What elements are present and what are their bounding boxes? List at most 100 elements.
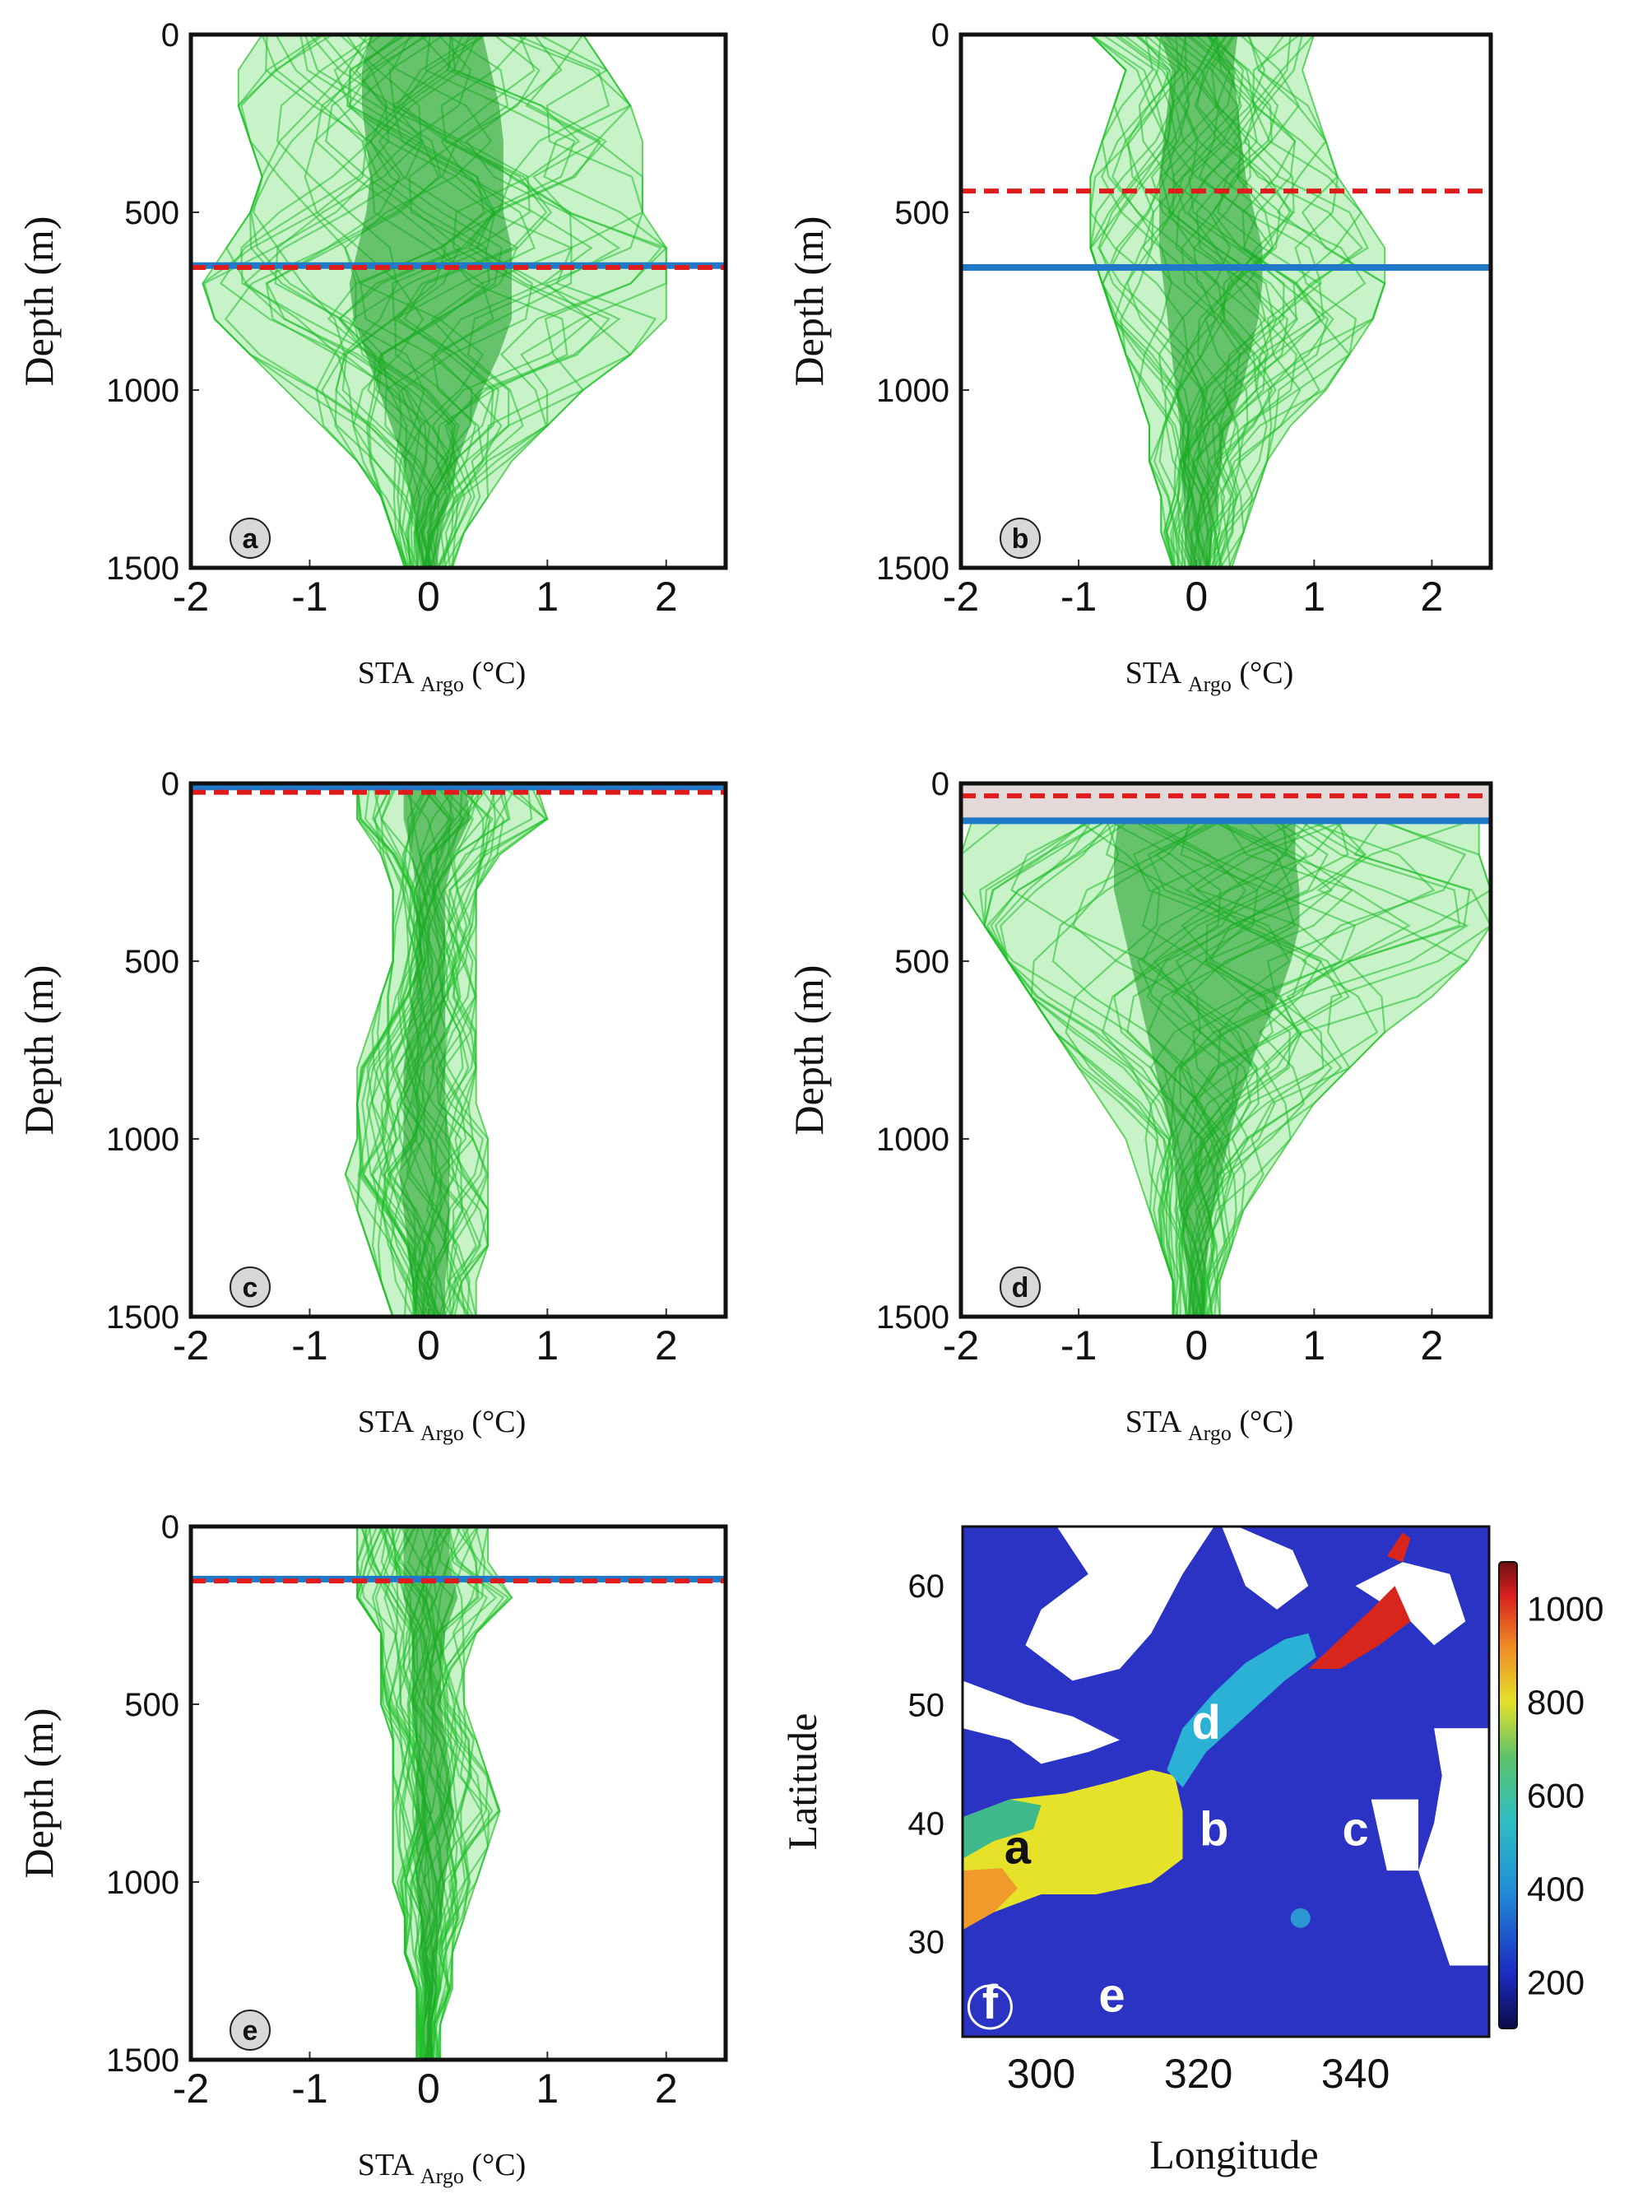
plot-frame [188,1524,728,2062]
profile-line [433,1526,486,2061]
panel-badge-label: d [1012,1272,1029,1304]
profile-line [420,34,593,569]
y-tick-label: 0 [161,17,179,53]
panel-b: Depth (m) 0 500 1000 1500-2 -1 0 1 2 STA Argo (°C… [786,17,1493,696]
y-axis-label: Depth (m) [16,1708,62,1879]
y-tick-label: 50 [908,1687,945,1723]
x-tick-label: -2 [943,574,979,620]
y-axis-label: Depth (m) [786,216,832,387]
profile-line [443,34,657,569]
colorbar-tick-label: 200 [1527,1963,1585,2001]
region-label-a: a [1005,1820,1032,1874]
x-tick-label: 2 [655,574,678,620]
profile-line [1208,34,1367,569]
profile-line [434,783,485,1317]
anomaly-green-edge [963,1799,1042,1859]
land-british-isles [1355,1562,1466,1646]
y-tick-label: 0 [161,1509,179,1545]
y-tick-label: 40 [908,1805,945,1842]
map-area [963,1527,1489,2037]
y-axis-label: Depth (m) [16,216,62,387]
x-tick-label: -1 [291,2066,327,2112]
profile-line [1207,818,1492,1317]
profile-line [426,1526,498,2061]
profile-line [959,818,1174,1317]
x-tick-label: 1 [1302,1322,1325,1369]
profile-core [1159,35,1263,568]
profile-line [983,818,1175,1317]
x-tick-label: 2 [655,1322,678,1369]
panel-badge-label: c [243,1272,258,1304]
x-axis-label: Longitude [1149,2131,1319,2177]
anomaly-cyan-spot [1290,1908,1311,1928]
y-tick-label: 1500 [106,1299,179,1336]
x-tick-label: 2 [655,2066,678,2112]
x-tick-label: 1 [1302,574,1325,620]
profile-core [403,1527,458,2060]
x-tick-label: 2 [1421,574,1444,620]
profile-line [1204,34,1325,569]
x-tick-label: 1 [536,1322,559,1369]
land-iberia [1371,1799,1418,1871]
profile-line [1205,818,1471,1317]
y-tick-label: 0 [161,766,179,802]
y-tick-label: 1500 [106,2042,179,2079]
panel-a: Depth (m) 0 500 1000 1500-2 -1 0 1 2 STA Argo (°C… [16,17,728,696]
land-greenland-tip [1222,1527,1309,1610]
profile-line [1089,34,1186,569]
panel-badge-label: e [243,2015,258,2047]
y-tick-label: 1500 [876,551,949,587]
x-tick-label: 320 [1164,2051,1232,2097]
anomaly-orange-patch [963,1868,1018,1931]
colorbar-tick-label: 800 [1527,1683,1585,1722]
y-axis-label: Depth (m) [786,965,832,1136]
profile-line [439,33,663,569]
region-label-d: d [1191,1696,1220,1750]
x-tick-label: -2 [943,1322,979,1369]
x-axis-label: STA Argo (°C) [1125,656,1293,696]
y-tick-label: 60 [908,1568,945,1605]
profile-line [448,783,497,1317]
colorbar [1498,1561,1518,2029]
panel-badge-label: a [243,523,259,555]
y-tick-label: 500 [124,195,179,231]
x-tick-label: 0 [417,2066,440,2112]
x-axis-label: STA Argo (°C) [358,2148,526,2188]
profile-line [435,783,547,1317]
y-tick-label: 30 [908,1925,945,1961]
profile-core [399,783,471,1317]
profile-line [249,34,408,569]
colorbar-tick-label: 400 [1527,1870,1585,1908]
panel-c: Depth (m) 0 500 1000 1500-2 -1 0 1 2 STA Argo (°C… [16,766,728,1445]
y-tick-label: 1500 [876,1299,949,1336]
profile-core [349,35,512,568]
x-tick-label: 340 [1321,2051,1390,2097]
panel-badge-circle [1000,1266,1041,1308]
x-tick-label: -1 [291,574,327,620]
y-tick-label: 500 [124,944,179,980]
profile-line [429,783,491,1317]
x-tick-label: 0 [1185,574,1208,620]
surface-band [961,783,1491,821]
profile-line [1213,34,1364,569]
region-label-b: b [1200,1803,1228,1856]
profile-line [1000,818,1175,1317]
panel-badge-circle [230,518,271,559]
profile-line [225,34,406,569]
x-tick-label: -1 [1060,1322,1097,1369]
panel-badge-circle [230,2010,271,2051]
profile-line [344,783,417,1317]
y-axis-label: Depth (m) [16,965,62,1136]
land-north-america [963,1527,1214,1681]
plot-frame [958,32,1493,570]
x-axis-label: STA Argo (°C) [358,656,526,696]
panel-badge-label: f [982,1976,999,2029]
profile-line [1193,818,1366,1317]
x-tick-label: 2 [1421,1322,1444,1369]
y-tick-label: 1000 [876,1122,949,1158]
profile-line [1206,818,1461,1317]
x-tick-label: -1 [1060,574,1097,620]
profile-line [1089,34,1187,569]
profile-line [444,33,667,569]
